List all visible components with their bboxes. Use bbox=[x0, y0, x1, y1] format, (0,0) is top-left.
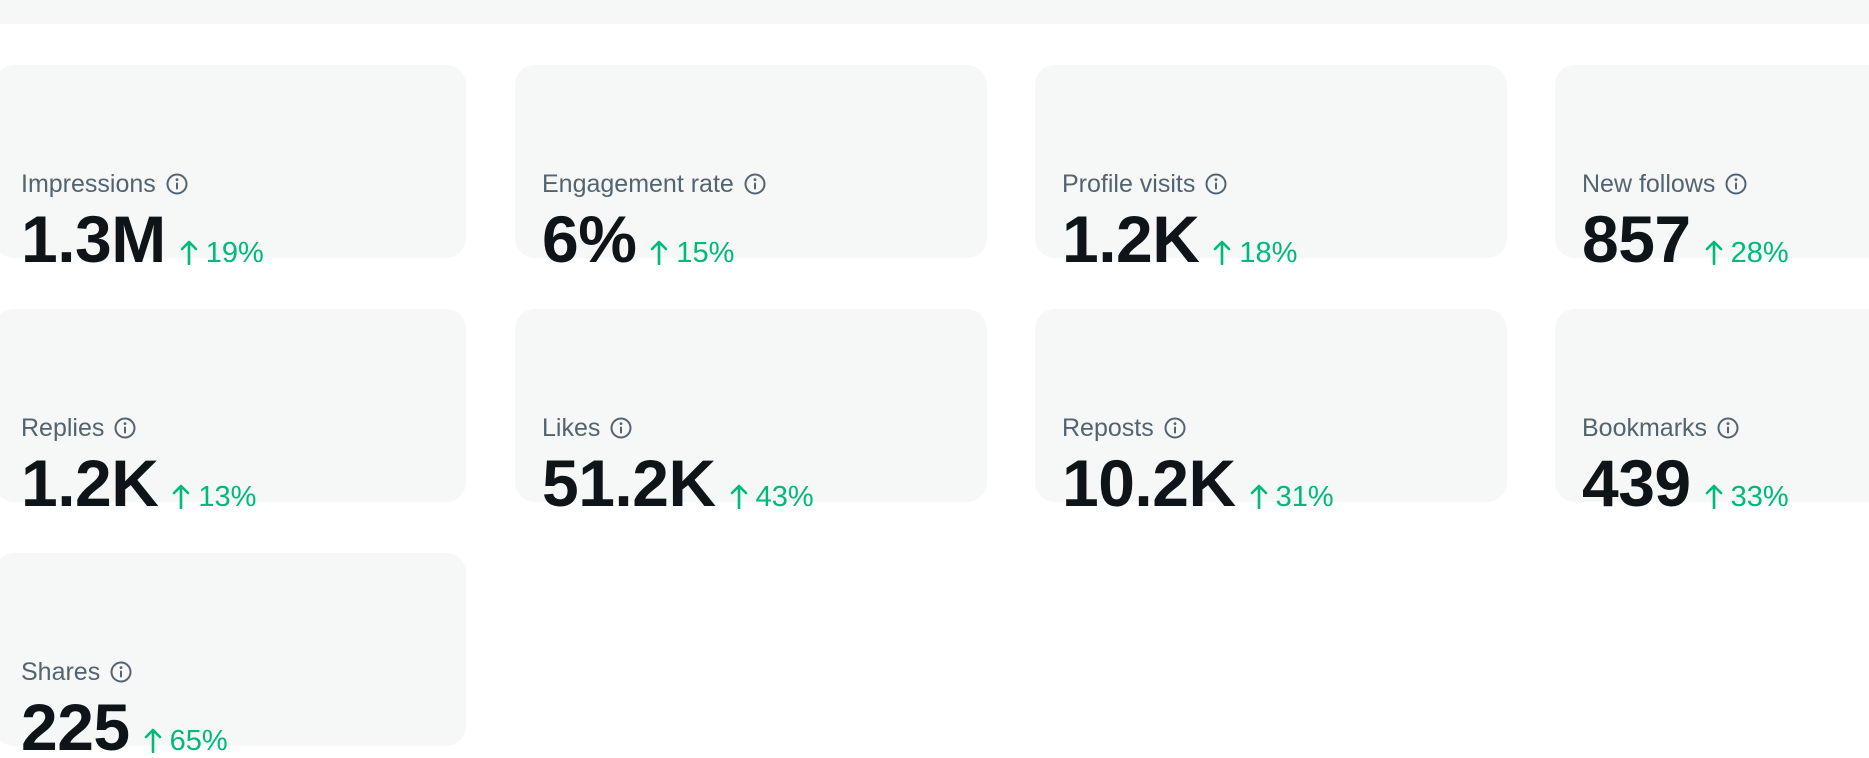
arrow-up-icon bbox=[180, 240, 198, 265]
metric-value: 857 bbox=[1582, 202, 1691, 276]
metric-change-value: 19% bbox=[205, 237, 264, 269]
metric-label-row: Profile visits bbox=[1062, 169, 1228, 199]
metric-label: Profile visits bbox=[1062, 169, 1196, 198]
metric-change: 19% bbox=[180, 236, 264, 270]
metric-change-value: 15% bbox=[676, 237, 735, 269]
metric-label-row: Reposts bbox=[1062, 413, 1187, 443]
metric-value-row: 1.3M 19% bbox=[21, 203, 264, 275]
top-panel-edge bbox=[0, 0, 1869, 24]
metric-value: 6% bbox=[542, 202, 637, 276]
metric-value-row: 51.2K 43% bbox=[542, 447, 814, 519]
metric-card-new-follows: New follows 857 28% bbox=[1555, 65, 1869, 275]
metric-change-value: 31% bbox=[1275, 481, 1334, 513]
metric-change: 31% bbox=[1250, 480, 1334, 514]
metric-change: 33% bbox=[1705, 480, 1789, 514]
arrow-up-icon bbox=[1250, 484, 1267, 509]
info-icon[interactable] bbox=[1724, 172, 1748, 196]
metric-value: 1.2K bbox=[21, 446, 159, 520]
metric-card-impressions: Impressions 1.3M 19% bbox=[0, 65, 466, 275]
metric-value: 1.3M bbox=[21, 202, 166, 276]
metric-label-row: Impressions bbox=[21, 169, 189, 199]
metric-card-profile-visits: Profile visits 1.2K 18% bbox=[1035, 65, 1507, 275]
metric-label-row: Shares bbox=[21, 657, 133, 687]
metric-label: Shares bbox=[21, 657, 101, 686]
arrow-up-icon bbox=[730, 484, 747, 509]
info-icon[interactable] bbox=[1204, 172, 1228, 196]
info-icon[interactable] bbox=[1716, 416, 1740, 440]
metric-value: 1.2K bbox=[1062, 202, 1200, 276]
metric-label: Reposts bbox=[1062, 413, 1154, 442]
info-icon[interactable] bbox=[113, 416, 137, 440]
metric-change: 65% bbox=[144, 724, 228, 758]
metric-label: Likes bbox=[542, 413, 601, 442]
info-icon[interactable] bbox=[743, 172, 767, 196]
metric-change-value: 13% bbox=[198, 481, 257, 513]
metric-label-row: Replies bbox=[21, 413, 137, 443]
metric-value: 439 bbox=[1582, 446, 1691, 520]
arrow-up-icon bbox=[1705, 484, 1722, 509]
metric-label: Impressions bbox=[21, 169, 156, 198]
metric-label-row: Engagement rate bbox=[542, 169, 767, 199]
info-icon[interactable] bbox=[109, 660, 133, 684]
metric-label-row: Likes bbox=[542, 413, 633, 443]
metric-card-engagement-rate: Engagement rate 6% 15% bbox=[515, 65, 987, 275]
metric-change: 13% bbox=[172, 480, 256, 514]
metric-change-value: 33% bbox=[1730, 481, 1789, 513]
metric-label: New follows bbox=[1582, 169, 1716, 198]
metric-label-row: New follows bbox=[1582, 169, 1748, 199]
metric-change-value: 18% bbox=[1239, 237, 1298, 269]
metric-card-reposts: Reposts 10.2K 31% bbox=[1035, 309, 1507, 519]
metric-value-row: 225 65% bbox=[21, 691, 228, 758]
metric-value-row: 10.2K 31% bbox=[1062, 447, 1334, 519]
metric-value-row: 857 28% bbox=[1582, 203, 1789, 275]
info-icon[interactable] bbox=[609, 416, 633, 440]
arrow-up-icon bbox=[144, 728, 161, 753]
metric-change: 43% bbox=[730, 480, 814, 514]
metric-value-row: 6% 15% bbox=[542, 203, 734, 275]
info-icon[interactable] bbox=[1163, 416, 1187, 440]
metric-value-row: 439 33% bbox=[1582, 447, 1789, 519]
metric-value-row: 1.2K 18% bbox=[1062, 203, 1297, 275]
metric-change-value: 65% bbox=[169, 725, 228, 757]
metric-card-likes: Likes 51.2K 43% bbox=[515, 309, 987, 519]
metric-label-row: Bookmarks bbox=[1582, 413, 1740, 443]
metric-change-value: 28% bbox=[1730, 237, 1789, 269]
metric-change: 28% bbox=[1705, 236, 1789, 270]
metric-change: 15% bbox=[650, 236, 734, 270]
info-icon[interactable] bbox=[165, 172, 189, 196]
metric-label: Engagement rate bbox=[542, 169, 734, 198]
metric-label: Bookmarks bbox=[1582, 413, 1708, 442]
metric-card-shares: Shares 225 65% bbox=[0, 553, 466, 758]
arrow-up-icon bbox=[1705, 240, 1722, 265]
metric-card-replies: Replies 1.2K 13% bbox=[0, 309, 466, 519]
metric-label: Replies bbox=[21, 413, 105, 442]
metric-value: 225 bbox=[21, 690, 130, 758]
arrow-up-icon bbox=[1214, 240, 1231, 265]
metric-value: 51.2K bbox=[542, 446, 716, 520]
arrow-up-icon bbox=[173, 484, 190, 509]
metric-change-value: 43% bbox=[755, 481, 814, 513]
arrow-up-icon bbox=[651, 240, 668, 265]
metric-change: 18% bbox=[1213, 236, 1297, 270]
metric-value: 10.2K bbox=[1062, 446, 1236, 520]
metric-card-bookmarks: Bookmarks 439 33% bbox=[1555, 309, 1869, 519]
metric-value-row: 1.2K 13% bbox=[21, 447, 256, 519]
